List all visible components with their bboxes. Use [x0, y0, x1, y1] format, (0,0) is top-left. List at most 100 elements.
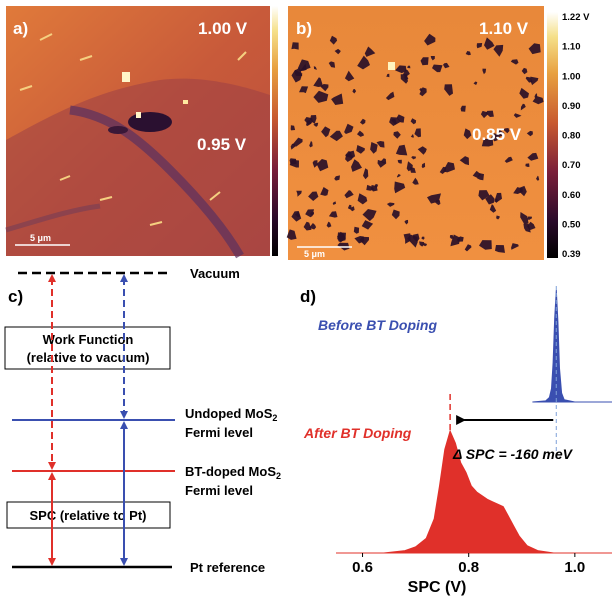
panel-a-label: a) [13, 19, 28, 38]
flake [484, 37, 495, 50]
flake [364, 46, 376, 57]
flake [370, 142, 378, 154]
flake [391, 209, 400, 220]
flake [419, 87, 427, 97]
flake [313, 77, 324, 87]
flake [291, 69, 303, 83]
flake [493, 44, 504, 57]
flake [334, 175, 340, 181]
colorbar-tick-label: 0.70 [562, 160, 581, 171]
flake [290, 125, 296, 131]
flake [334, 48, 341, 55]
flake [395, 65, 407, 74]
flake [313, 90, 329, 103]
flake [410, 134, 414, 138]
flake [292, 137, 303, 147]
x-tick-label: 0.6 [352, 559, 373, 576]
spc-chart: 0.6 0.8 1.0 SPC (V) [336, 286, 612, 596]
panel-b-image [286, 6, 544, 260]
flake [430, 56, 435, 61]
flake [481, 138, 494, 147]
flake [290, 143, 296, 150]
flake [352, 89, 357, 94]
x-tick-label: 0.8 [458, 559, 479, 576]
flake [316, 159, 329, 172]
flake [521, 67, 528, 75]
colorbar-tick-label: 1.22 V [562, 12, 590, 23]
flake [407, 65, 411, 69]
flake [296, 190, 302, 197]
flake [357, 130, 365, 137]
flake [511, 243, 519, 250]
flake [385, 91, 395, 101]
flake [344, 70, 355, 82]
flake [366, 184, 375, 191]
flake [421, 162, 426, 169]
after-doping-label: After BT Doping [303, 425, 412, 441]
flake [400, 74, 408, 84]
work-function-line2: (relative to vacuum) [27, 350, 150, 365]
flake [479, 240, 492, 250]
colorbar-tick-label: 0.80 [562, 131, 581, 142]
flake [391, 118, 397, 125]
flake [404, 219, 409, 225]
panel-a-colorbar [272, 6, 278, 256]
flake [397, 159, 402, 164]
flake [419, 241, 425, 247]
work-function-line1: Work Function [43, 332, 134, 347]
flake [450, 234, 461, 247]
flake [351, 159, 362, 172]
undoped-label-line1: Undoped MoS2 [185, 406, 277, 423]
flake [532, 96, 544, 105]
panel-b-voltage-mid: 0.85 V [472, 125, 522, 144]
panel-c-label: c) [8, 287, 23, 306]
flake [414, 128, 421, 138]
flake [443, 62, 450, 69]
flake [349, 206, 355, 212]
flake [362, 209, 377, 222]
flake [489, 204, 497, 213]
panel-a-voltage-top: 1.00 V [198, 19, 248, 38]
flake [459, 156, 469, 166]
flake [331, 93, 344, 105]
flake [345, 151, 352, 158]
panel-b-colorbar [547, 12, 558, 258]
flake [527, 216, 532, 220]
flake [321, 126, 331, 138]
flake [478, 190, 490, 201]
panel-a-scale-label: 5 μm [30, 233, 51, 243]
flake [503, 128, 510, 134]
flake [435, 199, 441, 206]
flake [495, 245, 505, 253]
flake [519, 87, 529, 99]
panel-d-label: d) [300, 287, 316, 306]
flake [353, 226, 360, 234]
panel-a-voltage-mid: 0.95 V [197, 135, 247, 154]
panel-b-voltage-top: 1.10 V [479, 19, 529, 38]
flake [525, 163, 530, 167]
flake [422, 243, 427, 247]
flake [510, 59, 519, 65]
flake [313, 122, 319, 127]
flake [476, 43, 483, 49]
flake [396, 114, 405, 123]
panel-a-image [5, 6, 270, 259]
flake [526, 130, 533, 137]
flake [344, 190, 354, 199]
flake [412, 177, 419, 185]
flake [303, 221, 312, 231]
flake [356, 145, 365, 154]
flake [396, 174, 401, 178]
flake [357, 55, 370, 70]
panel-b-colorbar-ticks: 1.22 V 1.10 1.00 0.90 0.80 0.70 0.60 0.50 0.39 [562, 12, 590, 260]
colorbar-tick-label: 1.10 [562, 42, 581, 53]
flake [304, 117, 313, 125]
flake [432, 64, 443, 73]
delta-spc-label: Δ SPC = -160 meV [452, 446, 574, 462]
flake [528, 43, 541, 55]
flake [439, 166, 446, 174]
flake [326, 221, 332, 228]
spc-box-label: SPC (relative to Pt) [29, 508, 146, 523]
spc-box [6, 501, 171, 529]
